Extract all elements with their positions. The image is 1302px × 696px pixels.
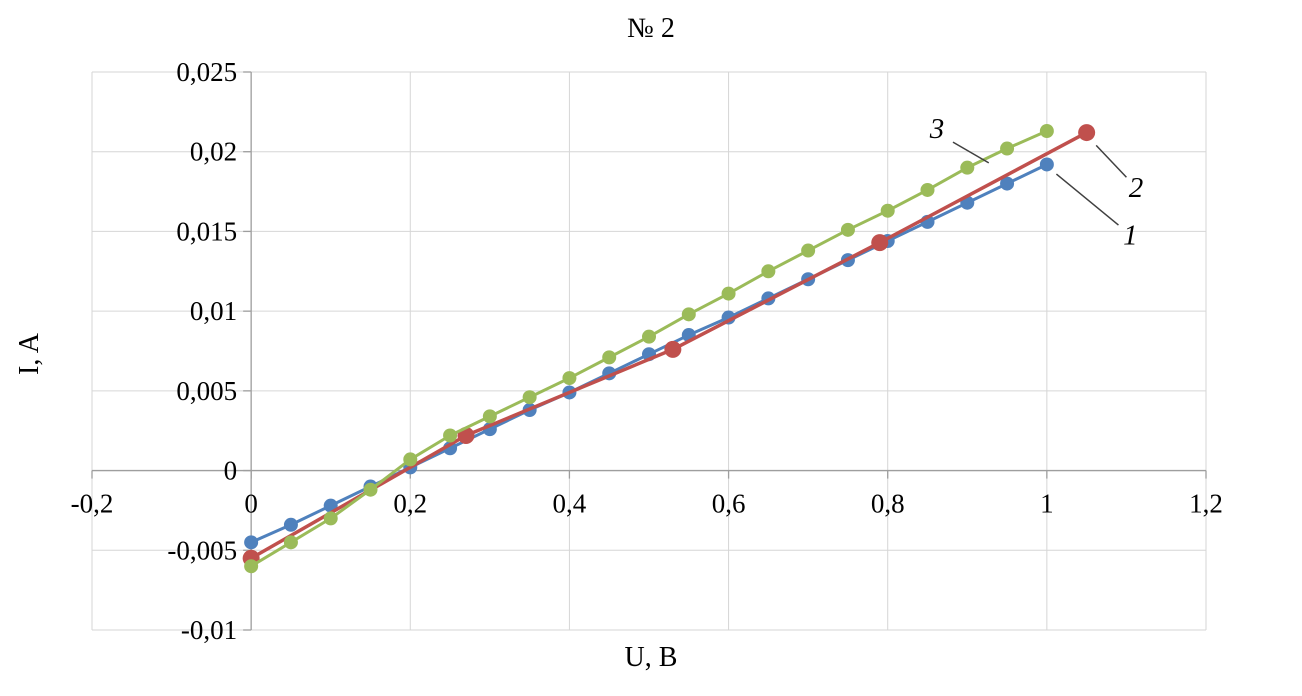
svg-text:0,005: 0,005 (176, 376, 237, 406)
series-3-marker (363, 482, 378, 497)
series-3-marker (522, 390, 537, 405)
svg-text:0,025: 0,025 (176, 57, 237, 87)
annotations: 3 2 1 (929, 113, 1143, 252)
svg-text:0: 0 (224, 456, 238, 486)
series-3-marker (960, 160, 975, 175)
series-3-marker (761, 264, 776, 279)
series-3-marker (1000, 141, 1015, 156)
series-3-marker (920, 182, 935, 197)
svg-text:0,6: 0,6 (712, 489, 746, 519)
svg-text:0,8: 0,8 (871, 489, 905, 519)
y-axis-tick-labels: -0,01 -0,005 0 0,005 0,01 0,015 0,02 0,025 (167, 57, 237, 645)
x-axis-title: U, B (624, 642, 678, 673)
series-1-marker (283, 517, 298, 532)
series-3-marker (562, 371, 577, 386)
series-3-marker (880, 203, 895, 218)
series-label-3: 3 (929, 113, 945, 145)
y-axis-title: I, A (14, 333, 45, 375)
series-1-marker (1000, 176, 1015, 191)
svg-text:0,01: 0,01 (190, 296, 237, 326)
series-2-marker (1078, 124, 1096, 142)
series-3-marker (602, 350, 617, 365)
svg-text:-0,01: -0,01 (181, 615, 237, 645)
annotation-leader-line-3 (952, 141, 990, 164)
annotation-leader-line-2 (1095, 144, 1127, 178)
annotation-leader-line-1 (1055, 173, 1119, 226)
series-3-marker (642, 329, 656, 344)
svg-text:0,2: 0,2 (393, 489, 427, 519)
series-2 (242, 124, 1096, 567)
series-3-marker (323, 511, 338, 526)
svg-text:-0,2: -0,2 (71, 489, 114, 519)
series-3-marker (443, 428, 458, 443)
series-1-marker (1039, 157, 1054, 172)
series-2-marker (664, 340, 682, 358)
svg-text:1: 1 (1040, 489, 1054, 519)
series-3-marker (403, 452, 418, 467)
series-3-marker (1039, 123, 1054, 138)
series-3-marker (244, 559, 259, 574)
series-3-marker (840, 222, 855, 237)
series-label-1: 1 (1123, 220, 1138, 252)
x-axis-tick-labels: -0,2 0 0,2 0,4 0,6 0,8 1 1,2 (71, 489, 1223, 519)
series-2-marker (871, 234, 889, 252)
series-3-marker (681, 307, 696, 322)
svg-text:1,2: 1,2 (1189, 489, 1223, 519)
series-1-marker (244, 535, 259, 550)
svg-text:0,4: 0,4 (553, 489, 587, 519)
svg-text:-0,005: -0,005 (167, 535, 237, 565)
series-3-marker (482, 409, 497, 424)
chart-title: № 2 (627, 13, 675, 44)
series-3 (244, 123, 1054, 574)
svg-text:0: 0 (244, 489, 258, 519)
svg-text:0,015: 0,015 (176, 216, 237, 246)
series-3-marker (721, 286, 736, 301)
series-3-marker (283, 535, 298, 550)
series-3-marker (801, 243, 816, 258)
series-label-2: 2 (1129, 172, 1144, 204)
svg-text:0,02: 0,02 (190, 137, 237, 167)
